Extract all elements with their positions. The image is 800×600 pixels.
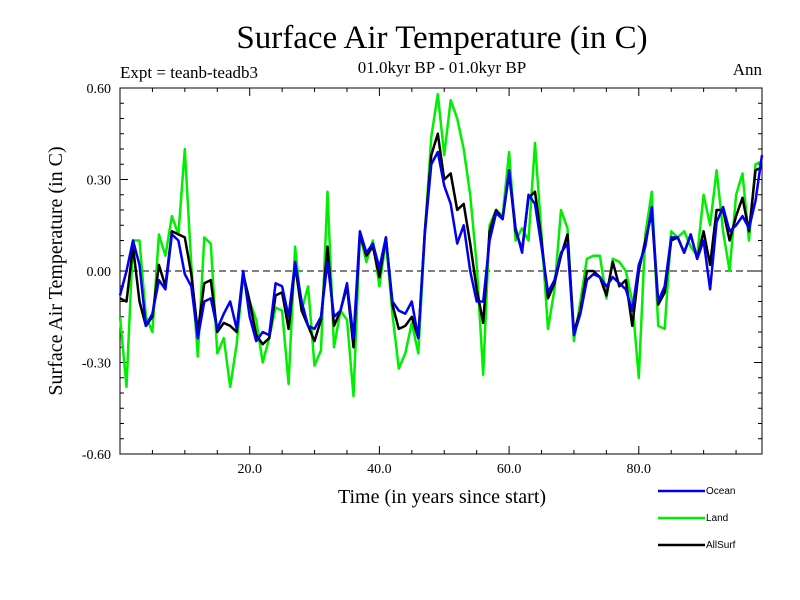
y-tick-label: 0.00 [87, 265, 112, 280]
y-axis-label: Surface Air Temperature (in C) [45, 146, 67, 395]
legend-label-allsurf: AllSurf [706, 540, 736, 551]
chart-subtitle: 01.0kyr BP - 01.0kyr BP [358, 58, 526, 77]
legend-label-ocean: Ocean [706, 486, 735, 497]
y-tick-label: 0.30 [87, 174, 112, 189]
y-tick-label: -0.30 [82, 357, 111, 372]
legend: Ocean Land AllSurf [658, 486, 736, 551]
x-axis-label: Time (in years since start) [338, 486, 546, 508]
series-line-ocean [118, 150, 764, 343]
x-tick-label: 40.0 [367, 462, 392, 477]
x-tick-label: 80.0 [627, 462, 652, 477]
series-line-land [118, 92, 763, 398]
season-label: Ann [733, 60, 763, 79]
experiment-label: Expt = teanb-teadb3 [120, 63, 258, 82]
y-tick-label: -0.60 [82, 448, 111, 463]
x-axis: 20.0 40.0 60.0 80.0 [151, 88, 737, 477]
y-axis: -0.60 -0.30 0.00 0.30 0.60 [82, 82, 762, 463]
chart-title: Surface Air Temperature (in C) [236, 20, 647, 56]
x-tick-label: 20.0 [237, 462, 262, 477]
series-layer [118, 92, 764, 398]
x-tick-label: 60.0 [497, 462, 522, 477]
y-tick-label: 0.60 [87, 82, 112, 97]
legend-label-land: Land [706, 513, 728, 524]
